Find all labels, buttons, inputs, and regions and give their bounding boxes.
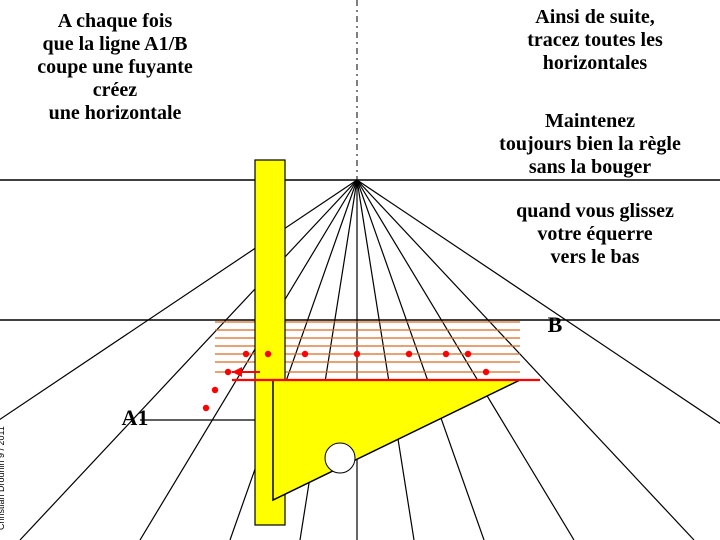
- intersection-dot: [465, 351, 471, 357]
- intersection-dot: [212, 387, 218, 393]
- text-r2: Mainteneztoujours bien la règlesans la b…: [470, 110, 710, 179]
- intersection-dot: [265, 351, 271, 357]
- label-B: B: [540, 312, 570, 337]
- intersection-dot: [354, 351, 360, 357]
- intersection-dot: [302, 351, 308, 357]
- intersection-dot: [483, 369, 489, 375]
- text-left: A chaque foisque la ligne A1/Bcoupe une …: [20, 10, 210, 125]
- text-r1: Ainsi de suite,tracez toutes leshorizont…: [490, 6, 700, 75]
- credit: Christian Drouhin 9 / 2011: [0, 426, 6, 530]
- intersection-dot: [225, 369, 231, 375]
- intersection-dot: [243, 351, 249, 357]
- label-A1: A1: [115, 405, 155, 430]
- intersection-dot: [443, 351, 449, 357]
- intersection-dot: [406, 351, 412, 357]
- set-square-hole: [325, 443, 355, 473]
- text-r3: quand vous glissezvotre équerrevers le b…: [480, 200, 710, 269]
- intersection-dot: [203, 405, 209, 411]
